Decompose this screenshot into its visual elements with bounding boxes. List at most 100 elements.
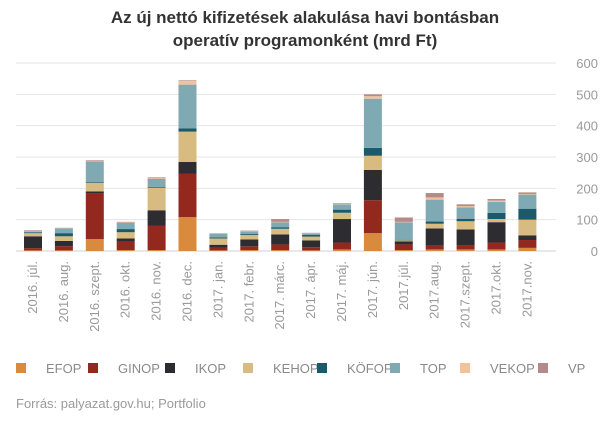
bar-segment-köfop [271, 227, 290, 229]
bar-segment-ginop [363, 200, 382, 234]
bar-segment-köfop [394, 239, 413, 241]
bar-segment-efop [54, 250, 73, 251]
legend: EFOP GINOP IKOP KEHOP KÖFOP TOP VEKOP VP [16, 361, 585, 376]
bar-segment-kehop [333, 212, 351, 220]
legend-label: TOP [420, 361, 447, 376]
x-category-label: 2017. márc. [272, 261, 287, 330]
bar-segment-kehop [54, 236, 73, 241]
bar-segment-kehop [240, 235, 259, 240]
bar-segment-kehop [302, 236, 321, 241]
bar-stack [54, 227, 73, 251]
bar-segment-efop [487, 249, 506, 251]
bar-segment-ginop [425, 245, 444, 250]
bar-segment-ikop [394, 241, 413, 245]
bar-stack [363, 94, 382, 251]
bar-segment-vp [425, 193, 444, 198]
legend-item-ginop: GINOP [88, 361, 160, 376]
bar-segment-efop [24, 250, 42, 251]
x-category-label: 2017.okt. [489, 261, 504, 315]
bar-segment-köfop [178, 128, 197, 132]
bar-segment-vp [178, 80, 197, 81]
bar-segment-top [518, 194, 537, 209]
legend-item-efop: EFOP [16, 361, 81, 376]
legend-label: KEHOP [273, 361, 319, 376]
source-note: Forrás: palyazat.gov.hu; Portfolio [16, 396, 206, 411]
bar-segment-ikop [333, 219, 351, 243]
legend-swatch [317, 363, 327, 373]
bar-segment-köfop [85, 181, 104, 183]
bar-segment-vekop [394, 221, 413, 223]
bar-segment-köfop [24, 232, 42, 234]
bar-segment-efop [240, 250, 259, 251]
bar-segment-kehop [271, 228, 290, 235]
y-tick-label: 400 [576, 119, 598, 134]
x-category-label: 2017. febr. [241, 261, 256, 322]
bar-segment-ikop [209, 244, 228, 248]
bar-segment-ikop [178, 162, 197, 174]
bar-segment-köfop [363, 147, 382, 156]
bar-segment-ginop [240, 246, 259, 251]
bar-segment-ginop [178, 173, 197, 218]
bar-segment-vekop [487, 200, 506, 202]
bar-stack [85, 160, 104, 251]
bar-segment-köfop [54, 233, 73, 237]
bar-segment-köfop [456, 218, 475, 222]
bar-segment-efop [425, 249, 444, 251]
x-category-label: 2016. szept. [87, 261, 102, 332]
bar-segment-efop [209, 250, 228, 251]
legend-label: IKOP [195, 361, 226, 376]
bar-segment-vp [456, 204, 475, 207]
bar-segment-köfop [116, 229, 135, 233]
bar-segment-top [271, 222, 290, 228]
legend-swatch [390, 363, 400, 373]
bar-segment-ikop [85, 191, 104, 194]
bar-segment-ginop [54, 246, 73, 251]
y-tick-label: 0 [591, 244, 598, 259]
x-category-label: 2017.júl. [396, 261, 411, 310]
legend-label: KÖFOP [347, 361, 393, 376]
bar-segment-köfop [302, 235, 321, 237]
bar-segment-vp [271, 219, 290, 222]
bar-segment-efop [394, 250, 413, 251]
bar-stack [116, 221, 135, 251]
bar-segment-efop [333, 249, 351, 251]
bars [24, 80, 537, 251]
bar-segment-köfop [240, 234, 259, 236]
bar-segment-ginop [302, 247, 321, 251]
bar-segment-ikop [116, 238, 135, 242]
x-category-label: 2017. ápr. [303, 261, 318, 319]
bar-stack [147, 177, 166, 251]
bar-segment-ikop [487, 222, 506, 243]
bar-segment-kehop [487, 219, 506, 223]
bar-segment-ginop [147, 225, 166, 251]
bar-segment-kehop [209, 238, 228, 245]
x-category-label: 2017. máj. [334, 261, 349, 322]
bar-segment-vekop [85, 160, 104, 162]
bar-stack [24, 230, 42, 251]
bar-segment-kehop [24, 233, 42, 237]
bar-segment-vekop [425, 197, 444, 200]
bar-segment-top [116, 222, 135, 230]
bar-segment-efop [302, 250, 321, 251]
y-tick-label: 200 [576, 181, 598, 196]
x-category-label: 2016. okt. [118, 261, 133, 318]
bar-stack [302, 232, 321, 251]
y-tick-label: 600 [576, 56, 598, 71]
bar-segment-top [54, 228, 73, 234]
bar-segment-top [302, 233, 321, 236]
bar-segment-köfop [487, 212, 506, 220]
bar-segment-vp [333, 203, 351, 204]
y-axis-ticks: 0 100 200 300 400 500 600 [576, 56, 598, 259]
bar-segment-ikop [54, 240, 73, 247]
bar-segment-efop [178, 217, 197, 251]
bar-stack [271, 219, 290, 251]
bar-segment-ikop [24, 236, 42, 249]
bar-segment-vp [116, 221, 135, 223]
bar-segment-vp [240, 230, 259, 232]
bar-stack [209, 233, 228, 251]
bar-segment-top [394, 222, 413, 240]
bar-segment-köfop [425, 221, 444, 224]
bar-segment-vp [363, 94, 382, 97]
bar-segment-efop [456, 249, 475, 251]
